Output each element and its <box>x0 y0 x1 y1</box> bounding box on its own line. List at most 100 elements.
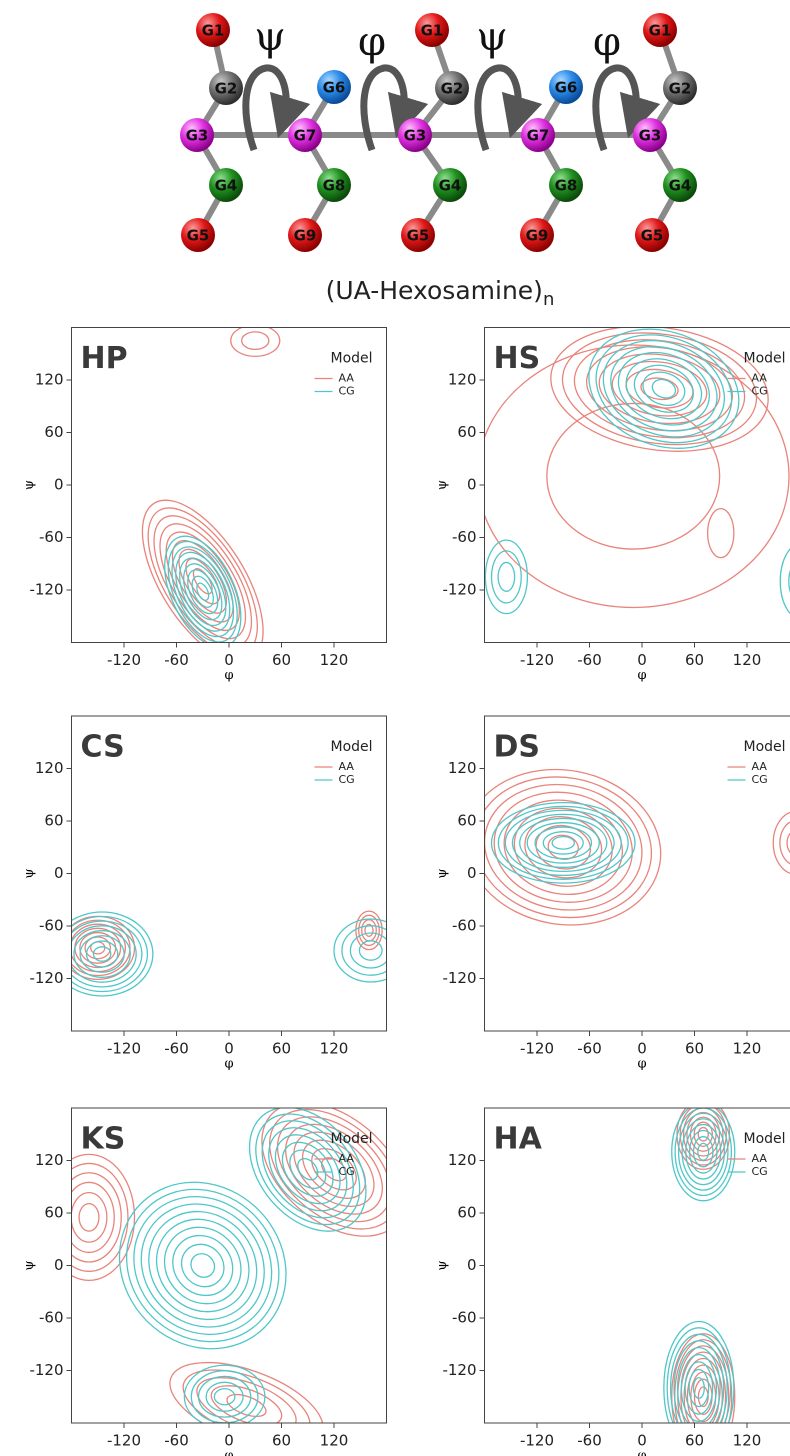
x-tick-label: 120 <box>320 651 349 669</box>
contour <box>542 831 584 855</box>
x-axis-label: φ <box>637 668 646 683</box>
contour <box>183 1364 266 1423</box>
contour <box>681 1118 726 1186</box>
contour <box>141 499 264 643</box>
x-tick-label: 0 <box>224 1040 234 1058</box>
y-axis-label: ψ <box>22 1260 37 1270</box>
contour <box>187 569 219 615</box>
x-tick-label: 60 <box>685 1432 704 1450</box>
contour <box>171 546 235 638</box>
contour <box>511 813 615 873</box>
node-label: G4 <box>439 177 462 195</box>
contour <box>688 1368 710 1408</box>
node <box>288 118 322 152</box>
contour <box>133 1195 273 1336</box>
legend-label: AA <box>752 1152 768 1165</box>
x-tick-label: -60 <box>164 1432 189 1450</box>
contour <box>642 371 686 406</box>
contour <box>680 1353 718 1423</box>
legend-title: Model <box>331 1131 373 1147</box>
contour <box>779 548 790 615</box>
legend-label: AA <box>339 760 355 773</box>
node <box>521 118 555 152</box>
contour <box>255 1113 361 1226</box>
contour <box>171 539 234 623</box>
torsion-symbol: ψ <box>254 14 285 60</box>
x-axis-label: φ <box>637 1057 646 1072</box>
y-tick-label: -120 <box>29 581 63 599</box>
y-tick-label: 60 <box>44 812 63 830</box>
contour <box>684 1361 714 1415</box>
x-axis-label: φ <box>224 1449 233 1456</box>
contour <box>504 809 622 877</box>
contour <box>269 1108 387 1230</box>
node <box>663 71 697 105</box>
y-tick-label: 120 <box>448 759 477 777</box>
panel-title: DS <box>494 730 541 765</box>
x-tick-label: 120 <box>733 1040 762 1058</box>
y-tick-label: 0 <box>467 1256 477 1274</box>
contour <box>551 836 575 850</box>
node <box>549 168 583 202</box>
contour <box>617 351 710 426</box>
y-tick-label: 120 <box>35 759 64 777</box>
contour <box>677 1112 729 1191</box>
contour <box>205 1381 244 1412</box>
panel-title: HA <box>494 1122 543 1157</box>
legend-title: Model <box>331 351 373 367</box>
contour <box>125 1188 280 1343</box>
contour <box>71 920 143 988</box>
y-tick-label: -120 <box>442 969 476 987</box>
x-tick-label: 120 <box>320 1040 349 1058</box>
contour <box>490 550 522 604</box>
rotation-arrow <box>474 64 543 152</box>
contour <box>85 940 119 968</box>
node <box>549 70 583 104</box>
y-axis-label: ψ <box>435 480 450 490</box>
x-tick-label: 60 <box>685 651 704 669</box>
x-tick-label: -60 <box>577 1040 602 1058</box>
contour <box>779 821 790 865</box>
node-label: G5 <box>641 227 664 245</box>
node <box>520 218 554 252</box>
contour <box>484 783 643 911</box>
contour <box>490 801 636 884</box>
y-tick-label: 60 <box>44 1204 63 1222</box>
panel-title: CS <box>81 730 125 765</box>
contour <box>163 1226 242 1305</box>
x-tick-label: 60 <box>272 651 291 669</box>
contour <box>550 327 769 452</box>
diagram: ψ φ ψ φ G1 G2 G3 G4 G5 G6 G7 G8 G9 G1 G2 G3 G4 G5 G6 G7 G8 G9… <box>180 13 697 310</box>
contour <box>685 1123 722 1180</box>
contour <box>611 360 708 417</box>
contour <box>333 918 387 983</box>
x-tick-label: 120 <box>733 1432 762 1450</box>
node-label: G1 <box>649 22 672 40</box>
node <box>415 13 449 47</box>
contour <box>297 1158 319 1181</box>
contour <box>484 776 653 919</box>
contour <box>164 535 242 643</box>
x-tick-label: 120 <box>733 651 762 669</box>
y-tick-label: 120 <box>448 1151 477 1169</box>
y-tick-label: -120 <box>29 969 63 987</box>
contour <box>679 1108 727 1166</box>
legend-label: CG <box>339 385 355 398</box>
contour <box>651 378 677 399</box>
contour <box>497 561 516 592</box>
x-tick-label: 60 <box>272 1040 291 1058</box>
contour <box>697 1386 709 1408</box>
contour <box>261 1108 387 1237</box>
contour <box>172 1234 234 1297</box>
node-label: G3 <box>639 127 662 145</box>
contour <box>693 1121 713 1147</box>
contour <box>524 816 603 879</box>
contour <box>358 940 383 961</box>
contour <box>78 1202 100 1232</box>
y-axis-label: ψ <box>22 480 37 490</box>
node-label: G8 <box>555 177 578 195</box>
caption: (UA-Hexosamine)n <box>326 276 555 310</box>
contour <box>561 332 758 446</box>
